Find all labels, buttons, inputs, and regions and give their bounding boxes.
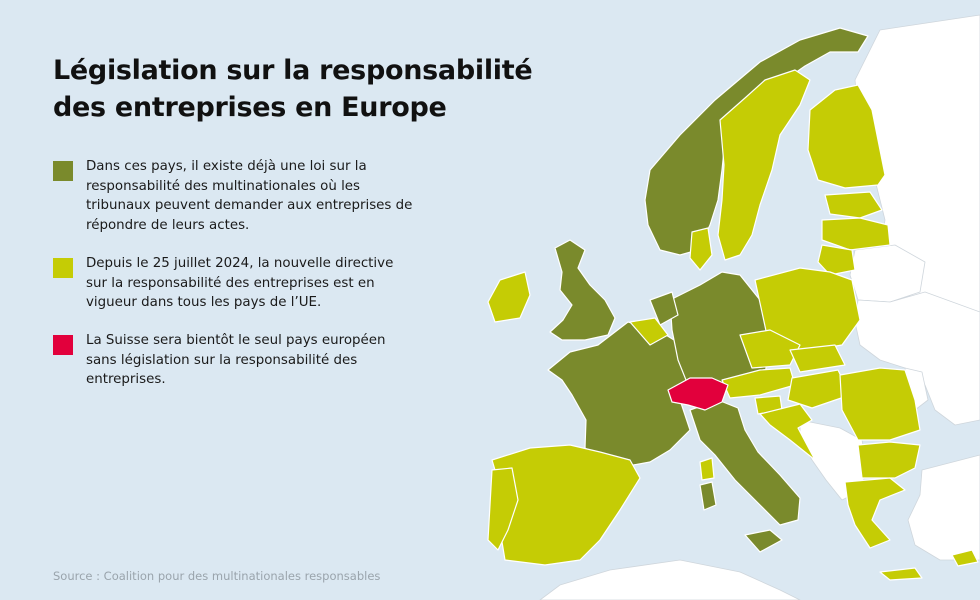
lithuania-land bbox=[817, 244, 856, 276]
legend-item-switzerland: La Suisse sera bientôt le seul pays euro… bbox=[53, 331, 413, 390]
title-line-2: des entreprises en Europe bbox=[53, 92, 447, 123]
legend-text-eu-directive: Depuis le 25 juillet 2024, la nouvelle d… bbox=[86, 255, 394, 311]
corsica-land bbox=[699, 457, 715, 481]
croatia-land bbox=[759, 403, 816, 461]
switzerland-land bbox=[667, 377, 729, 411]
title-line-1: Législation sur la responsabilité bbox=[53, 55, 533, 86]
romania-land bbox=[839, 367, 921, 441]
crete-land bbox=[879, 567, 923, 581]
belgium-land bbox=[629, 317, 669, 346]
netherlands-land bbox=[649, 291, 679, 326]
estonia-land bbox=[824, 191, 883, 219]
swatch-eu-directive bbox=[53, 257, 73, 278]
legend-text-switzerland: La Suisse sera bientôt le seul pays euro… bbox=[86, 332, 386, 388]
uk-land bbox=[549, 239, 616, 341]
finland-land bbox=[807, 84, 886, 189]
hungary-land bbox=[787, 369, 851, 409]
bulgaria-land bbox=[857, 441, 921, 479]
denmark-land bbox=[689, 227, 713, 271]
cyprus-land bbox=[951, 549, 979, 567]
turkey-land bbox=[907, 454, 980, 561]
france-land bbox=[547, 321, 691, 467]
swatch-switzerland bbox=[53, 334, 73, 355]
page-title: Législation sur la responsabilité des en… bbox=[53, 52, 553, 126]
latvia-land bbox=[821, 217, 891, 251]
north-africa-land bbox=[539, 559, 801, 600]
ukraine-land bbox=[854, 291, 980, 426]
legend-text-existing-law: Dans ces pays, il existe déjà une loi su… bbox=[86, 159, 413, 234]
swatch-existing-law bbox=[53, 161, 73, 181]
legend-item-existing-law: Dans ces pays, il existe déjà une loi su… bbox=[53, 157, 413, 236]
italy-land bbox=[689, 399, 801, 526]
sicily-land bbox=[744, 529, 783, 553]
sweden-land bbox=[717, 69, 811, 261]
source-note: Source : Coalition pour des multinationa… bbox=[53, 569, 381, 583]
greece-land bbox=[844, 477, 906, 549]
legend: Dans ces pays, il existe déjà une loi su… bbox=[53, 157, 413, 408]
ireland-land bbox=[487, 271, 531, 323]
legend-item-eu-directive: Depuis le 25 juillet 2024, la nouvelle d… bbox=[53, 254, 413, 313]
sardinia-land bbox=[699, 481, 717, 511]
portugal-land bbox=[487, 467, 519, 551]
slovakia-land bbox=[789, 344, 846, 373]
